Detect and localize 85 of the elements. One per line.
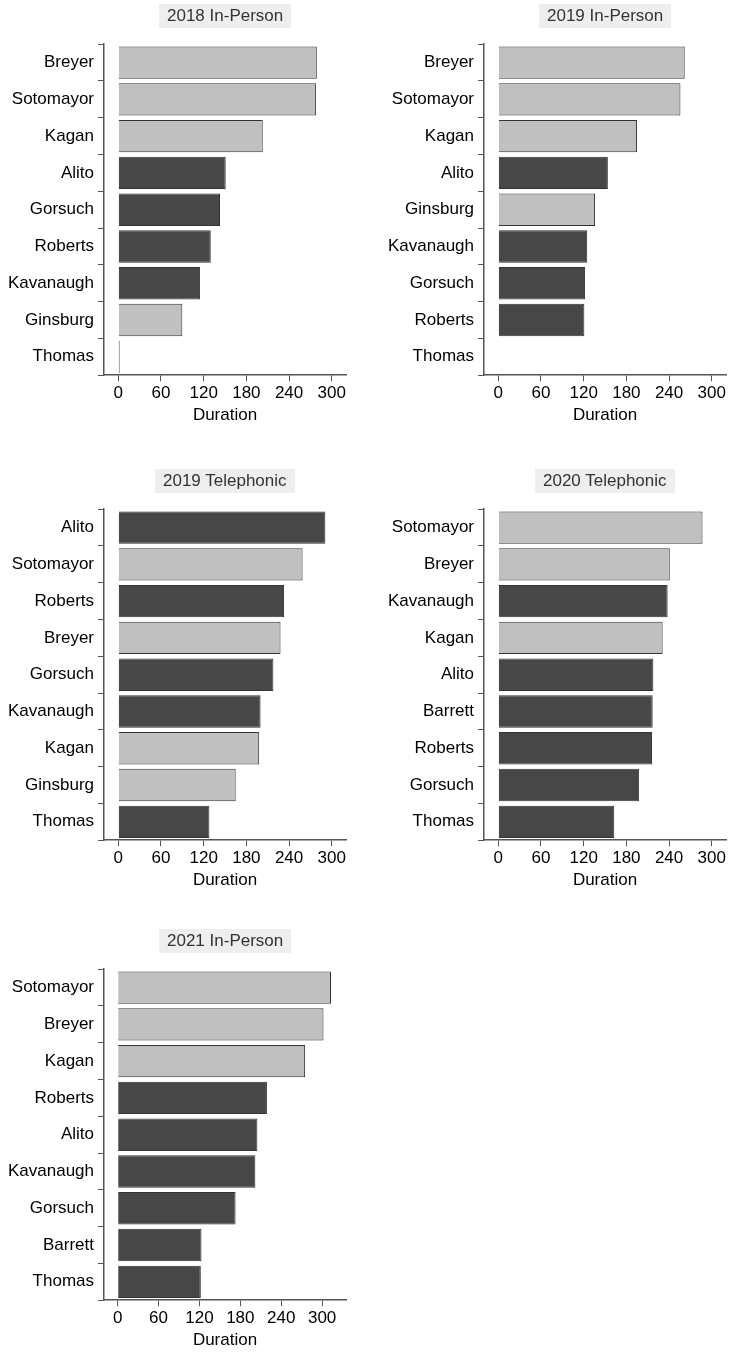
y-tick-label: Breyer [43,52,95,72]
x-tick-label: 300 [697,383,726,403]
y-tick-label: Gorsuch [29,664,95,684]
x-tick-label: 0 [493,383,503,403]
x-axis-title: Duration [572,405,638,425]
x-tick-label: 60 [531,848,551,868]
y-tick-label: Thomas [412,346,475,366]
y-tick-label: Sotomayor [11,977,95,997]
x-tick-label: 300 [317,848,346,868]
x-tick-label: 300 [317,383,346,403]
y-tick-label: Barrett [42,1234,95,1254]
y-tick-label: Alito [440,664,475,684]
y-tick-label: Gorsuch [29,199,95,219]
x-tick-label: 180 [226,1308,255,1328]
x-tick-label: 0 [113,848,123,868]
x-tick-label: 120 [569,848,598,868]
chart-title: 2021 In-Person [159,929,292,953]
x-tick-label: 240 [267,1308,296,1328]
chart-title: 2019 In-Person [539,4,672,28]
x-tick-label: 300 [697,848,726,868]
y-tick-label: Alito [440,162,475,182]
y-tick-label: Thomas [32,1271,95,1291]
x-tick-label: 60 [151,383,171,403]
x-tick-label: 240 [274,848,304,868]
y-tick-label: Kagan [44,125,95,145]
y-tick-label: Kavanaugh [7,701,95,721]
x-tick-label: 180 [232,383,261,403]
chart-title: 2018 In-Person [159,4,292,28]
y-tick-label: Gorsuch [409,774,475,794]
x-tick-label: 0 [493,848,503,868]
y-tick-label: Alito [60,1124,95,1144]
x-tick-label: 180 [612,383,641,403]
x-tick-label: 120 [185,1308,214,1328]
x-tick-label: 300 [307,1308,337,1328]
x-tick-label: 240 [654,383,684,403]
x-tick-label: 180 [232,848,261,868]
y-tick-label: Sotomayor [391,517,475,537]
y-tick-label: Breyer [43,627,95,647]
y-tick-label: Gorsuch [409,272,475,292]
x-tick-label: 240 [274,383,304,403]
x-tick-label: 120 [569,383,598,403]
x-axis-title: Duration [572,870,638,890]
x-axis-title: Duration [192,405,258,425]
y-tick-label: Sotomayor [11,89,95,109]
y-tick-label: Alito [60,517,95,537]
y-tick-label: Ginsburg [25,309,95,329]
y-tick-label: Alito [60,162,95,182]
y-tick-label: Roberts [34,1087,95,1107]
y-tick-label: Kagan [44,737,95,757]
x-tick-label: 60 [531,383,551,403]
y-tick-label: Sotomayor [391,89,475,109]
chart-title: 2019 Telephonic [155,469,295,493]
y-tick-label: Barrett [422,701,475,721]
y-tick-label: Breyer [423,52,475,72]
y-tick-label: Breyer [423,554,475,574]
y-tick-label: Roberts [34,236,95,256]
y-tick-label: Thomas [32,346,95,366]
x-axis-title: Duration [192,1330,258,1350]
y-tick-label: Breyer [43,1014,95,1034]
y-tick-label: Thomas [412,811,475,831]
x-tick-label: 60 [151,848,171,868]
y-tick-label: Roberts [414,309,475,329]
x-tick-label: 0 [113,383,123,403]
y-tick-label: Roberts [34,590,95,610]
chart-title: 2020 Telephonic [535,469,675,493]
x-tick-label: 120 [189,848,218,868]
y-tick-label: Ginsburg [25,774,95,794]
x-tick-label: 120 [189,383,218,403]
y-tick-label: Kagan [424,125,475,145]
x-tick-label: 0 [112,1308,123,1328]
y-tick-label: Kavanaugh [7,272,95,292]
y-tick-label: Sotomayor [11,554,95,574]
y-tick-label: Kavanaugh [7,1161,95,1181]
y-tick-label: Thomas [32,811,95,831]
y-tick-label: Kagan [424,627,475,647]
y-tick-label: Gorsuch [29,1197,95,1217]
x-tick-label: 240 [654,848,684,868]
x-axis-title: Duration [192,870,258,890]
y-tick-label: Kavanaugh [387,590,475,610]
x-tick-label: 180 [612,848,641,868]
y-tick-label: Kagan [44,1050,95,1070]
y-tick-label: Kavanaugh [387,236,475,256]
y-tick-label: Ginsburg [405,199,475,219]
y-tick-label: Roberts [414,737,475,757]
x-tick-label: 60 [149,1308,169,1328]
